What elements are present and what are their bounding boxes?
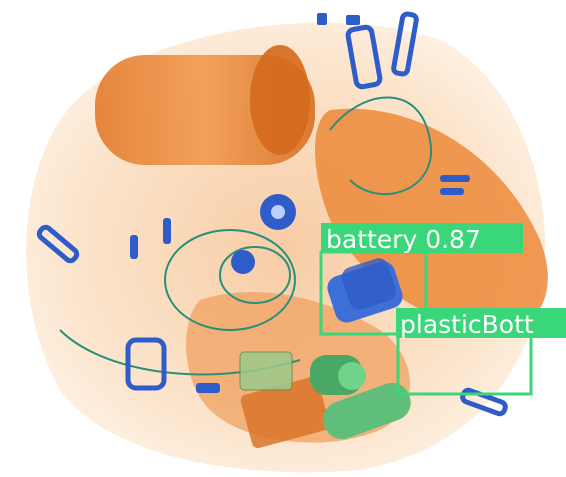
metal-reel [260,194,296,230]
detection-plasticbottle: plasticBott [396,308,566,396]
detection-battery: battery 0.87 [319,223,523,336]
detection-plasticbottle-label-bg [396,308,566,338]
battery-object [327,258,403,323]
cylinder-object [95,45,315,165]
detection-battery-label: battery 0.87 [326,225,481,254]
plastic-bottles [310,355,411,440]
organic-box [240,376,330,449]
detection-battery-label-bg [321,223,523,253]
detection-plasticbottle-label: plasticBott [400,310,534,339]
circuit-board [239,351,293,391]
metal-small-pieces [130,13,470,393]
